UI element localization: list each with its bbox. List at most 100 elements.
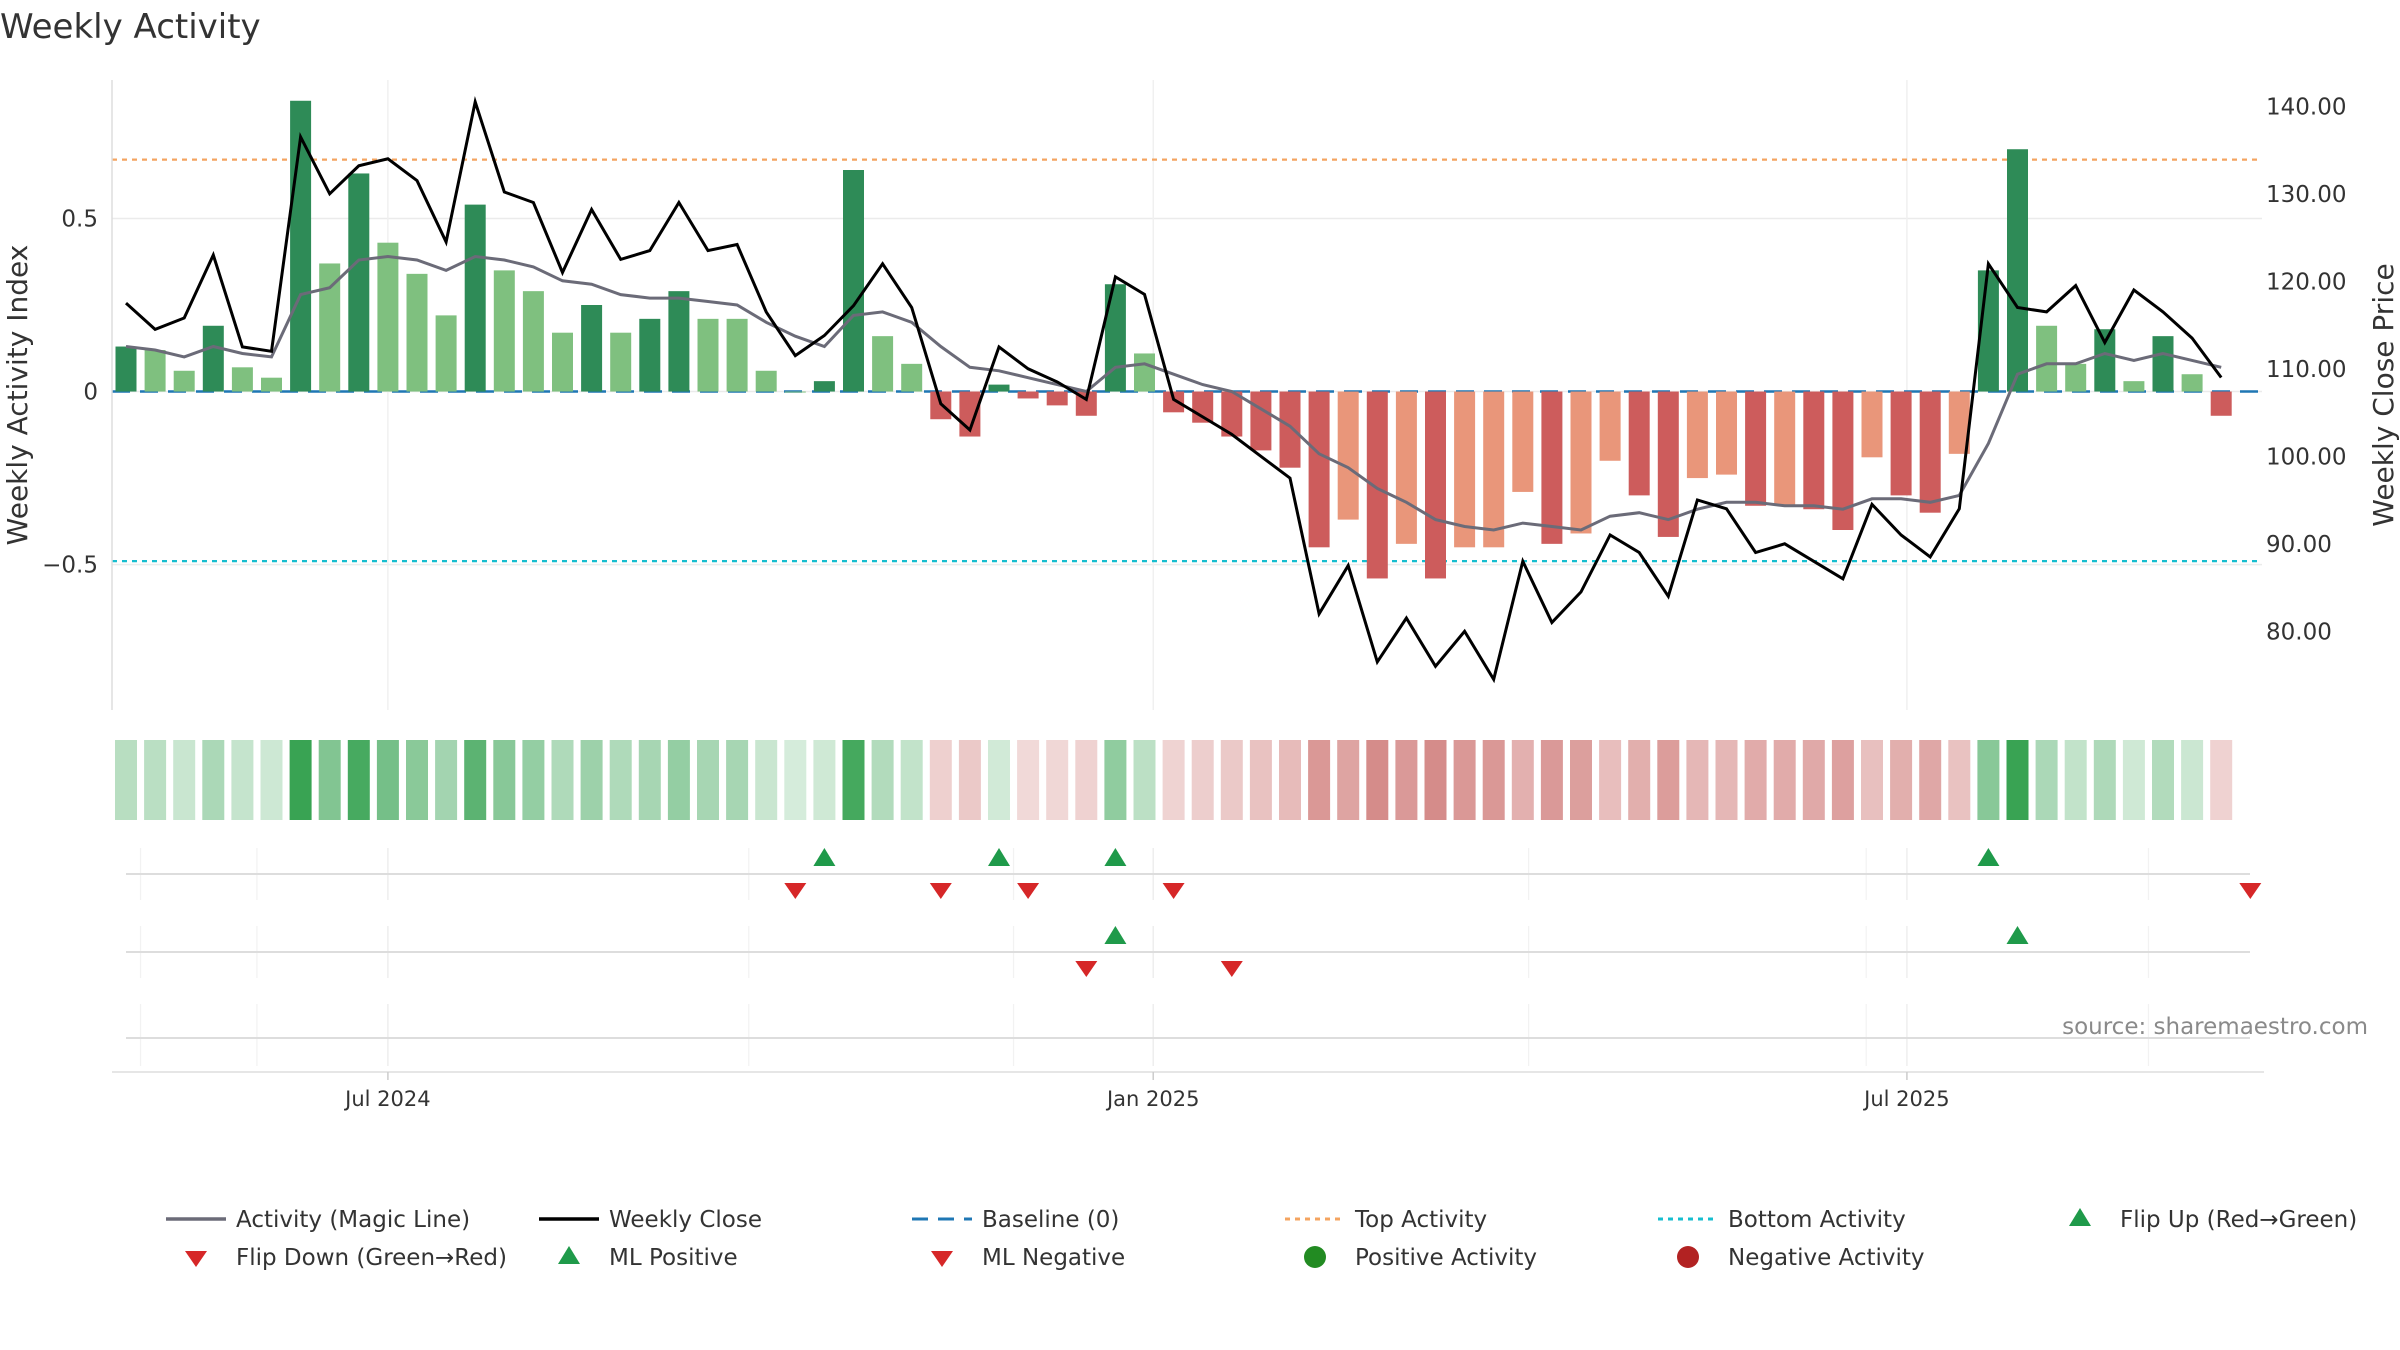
chart-title: Weekly Activity (0, 7, 261, 47)
activity-bar (1919, 391, 1941, 513)
heat-cell (1249, 740, 1272, 820)
heat-cell (1191, 740, 1214, 820)
activity-bar (1337, 391, 1359, 520)
heat-cell (2122, 740, 2145, 820)
activity-bar (144, 350, 166, 392)
ml-positive-marker (2006, 926, 2029, 944)
heat-cell (1599, 740, 1622, 820)
heat-cell (1715, 740, 1738, 820)
legend-item: ML Positive (558, 1245, 738, 1271)
legend-item: Baseline (0) (912, 1207, 1119, 1233)
right-tick-label: 80.00 (2266, 619, 2332, 645)
activity-bar (2123, 381, 2145, 392)
heat-cell (1540, 740, 1563, 820)
signal-rows (126, 848, 2262, 1066)
activity-bar (1483, 391, 1505, 548)
left-tick-label: −0.5 (42, 553, 98, 579)
heat-cell (2035, 740, 2058, 820)
activity-bar (435, 315, 457, 392)
flip-down-marker (1162, 883, 1185, 899)
heat-cell (1366, 740, 1389, 820)
legend-item: Activity (Magic Line) (166, 1207, 470, 1233)
heat-cell (173, 740, 196, 820)
legend-label: Flip Up (Red→Green) (2120, 1207, 2357, 1233)
heat-cell (464, 740, 487, 820)
activity-bar (872, 336, 894, 392)
flip-down-marker (2239, 883, 2262, 899)
activity-bar (2210, 391, 2232, 416)
heat-cell (1220, 740, 1243, 820)
legend-label: Positive Activity (1355, 1245, 1537, 1271)
heat-cell (1744, 740, 1767, 820)
legend-label: Activity (Magic Line) (236, 1207, 470, 1233)
legend-item: Bottom Activity (1658, 1207, 1906, 1233)
activity-bar (2094, 329, 2116, 392)
legend-item: Positive Activity (1304, 1245, 1537, 1271)
legend-triangle-down-icon (185, 1251, 207, 1267)
heat-cell (376, 740, 399, 820)
heat-cell (1424, 740, 1447, 820)
activity-bar (901, 363, 923, 392)
magic-line-series (125, 254, 2222, 532)
heat-cell (1162, 740, 1185, 820)
ml-negative-marker (1220, 961, 1243, 977)
heat-cell (1308, 740, 1331, 820)
activity-bar (319, 263, 341, 392)
legend-item: Top Activity (1285, 1207, 1487, 1233)
activity-bar (1425, 391, 1446, 579)
legend-label: ML Positive (609, 1245, 738, 1271)
legend-triangle-down-icon (931, 1251, 953, 1267)
heat-cell (289, 740, 312, 820)
heat-cell (609, 740, 632, 820)
activity-bar (639, 318, 661, 392)
ml-positive-marker (1104, 926, 1127, 944)
activity-bar (377, 242, 399, 392)
heat-cell (2006, 740, 2029, 820)
activity-bar (1890, 391, 1912, 496)
activity-bar (1454, 391, 1476, 548)
activity-bar (1803, 391, 1825, 510)
heat-cell (347, 740, 370, 820)
heat-cell (1686, 740, 1709, 820)
activity-bar (1570, 391, 1592, 534)
legend-label: Baseline (0) (982, 1207, 1119, 1233)
activity-bar (843, 170, 864, 392)
heat-cell (1948, 740, 1971, 820)
heat-cell (2210, 740, 2233, 820)
right-tick-label: 140.00 (2266, 94, 2346, 120)
heat-cell (144, 740, 167, 820)
heat-cell (1511, 740, 1534, 820)
activity-bar (755, 370, 777, 392)
legend-item: Negative Activity (1677, 1245, 1925, 1271)
axes: 0.5 0 −0.5 140.00 130.00 120.00 110.00 100.00 90… (1, 80, 2400, 1111)
activity-bar (1541, 391, 1563, 544)
heat-cell (202, 740, 225, 820)
activity-bar (406, 273, 428, 392)
heat-cell (522, 740, 545, 820)
activity-heat-strip (115, 740, 2233, 820)
activity-bar (2036, 325, 2058, 392)
activity-bar (1163, 391, 1185, 413)
legend-label: Weekly Close (609, 1207, 762, 1233)
source-credit: source: sharemaestro.com (2062, 1014, 2368, 1040)
legend: Activity (Magic Line) Weekly Close Baselin… (166, 1207, 2357, 1271)
right-tick-label: 130.00 (2266, 182, 2346, 208)
heat-cell (1657, 740, 1680, 820)
heat-cell (1977, 740, 2000, 820)
heat-cell (318, 740, 341, 820)
activity-bar (202, 325, 224, 392)
heat-cell (726, 740, 749, 820)
heat-cell (667, 740, 690, 820)
legend-dot-icon (1304, 1246, 1326, 1268)
activity-bar (813, 381, 835, 392)
activity-bar (1861, 391, 1883, 458)
activity-bar (1134, 353, 1155, 392)
flip-down-marker (1017, 883, 1040, 899)
reference-lines (112, 158, 2262, 563)
heat-cell (1628, 740, 1651, 820)
heat-cell (1482, 740, 1505, 820)
activity-bar (1745, 391, 1767, 506)
right-tick-label: 110.00 (2266, 357, 2346, 383)
heat-cell (929, 740, 952, 820)
